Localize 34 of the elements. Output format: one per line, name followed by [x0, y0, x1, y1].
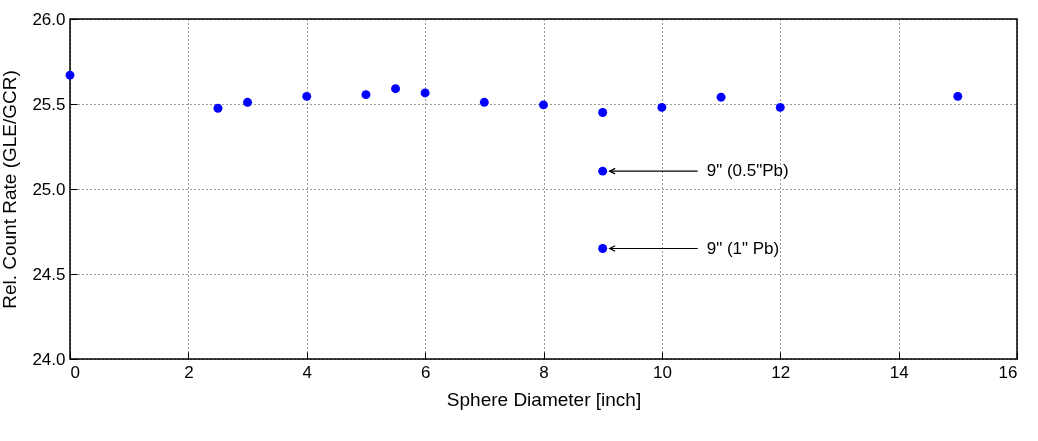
- point: [479, 97, 489, 107]
- y-tick-label: 25.0: [32, 179, 66, 199]
- point: [598, 244, 608, 253]
- x-tick-label: 2: [184, 362, 194, 382]
- y-tick-label: 24.5: [32, 264, 66, 284]
- x-axis-title: Sphere Diameter [inch]: [446, 388, 642, 410]
- x-tick-label: 6: [420, 362, 431, 382]
- x-tick-label: 4: [302, 362, 312, 382]
- x-tick-label: 14: [889, 362, 909, 382]
- x-tick-label: 8: [539, 362, 549, 382]
- point: [391, 84, 400, 94]
- x-tick-label: 0: [70, 362, 80, 382]
- point: [716, 92, 726, 102]
- x-tick-label: 12: [771, 362, 791, 382]
- annotation: 9" (0.5"Pb): [706, 161, 789, 181]
- y-tick-label: 25.5: [32, 94, 66, 114]
- point: [539, 100, 548, 110]
- point: [213, 103, 223, 113]
- annotation: 9" (1" Pb): [706, 238, 780, 258]
- point: [953, 91, 963, 101]
- x-tick-label: 10: [652, 362, 672, 382]
- point: [775, 102, 785, 112]
- y-axis-title: Rel. Count Rate (GLE/GCR): [0, 70, 21, 309]
- point: [302, 91, 312, 101]
- point: [243, 97, 253, 107]
- y-tick-label: 26.0: [32, 9, 66, 29]
- point: [420, 88, 430, 98]
- point: [598, 166, 608, 176]
- point: [598, 108, 608, 117]
- point: [361, 90, 371, 100]
- y-tick-label: 24.0: [32, 349, 66, 369]
- point: [657, 102, 667, 112]
- x-tick-label: 16: [998, 362, 1018, 382]
- point: [65, 70, 75, 80]
